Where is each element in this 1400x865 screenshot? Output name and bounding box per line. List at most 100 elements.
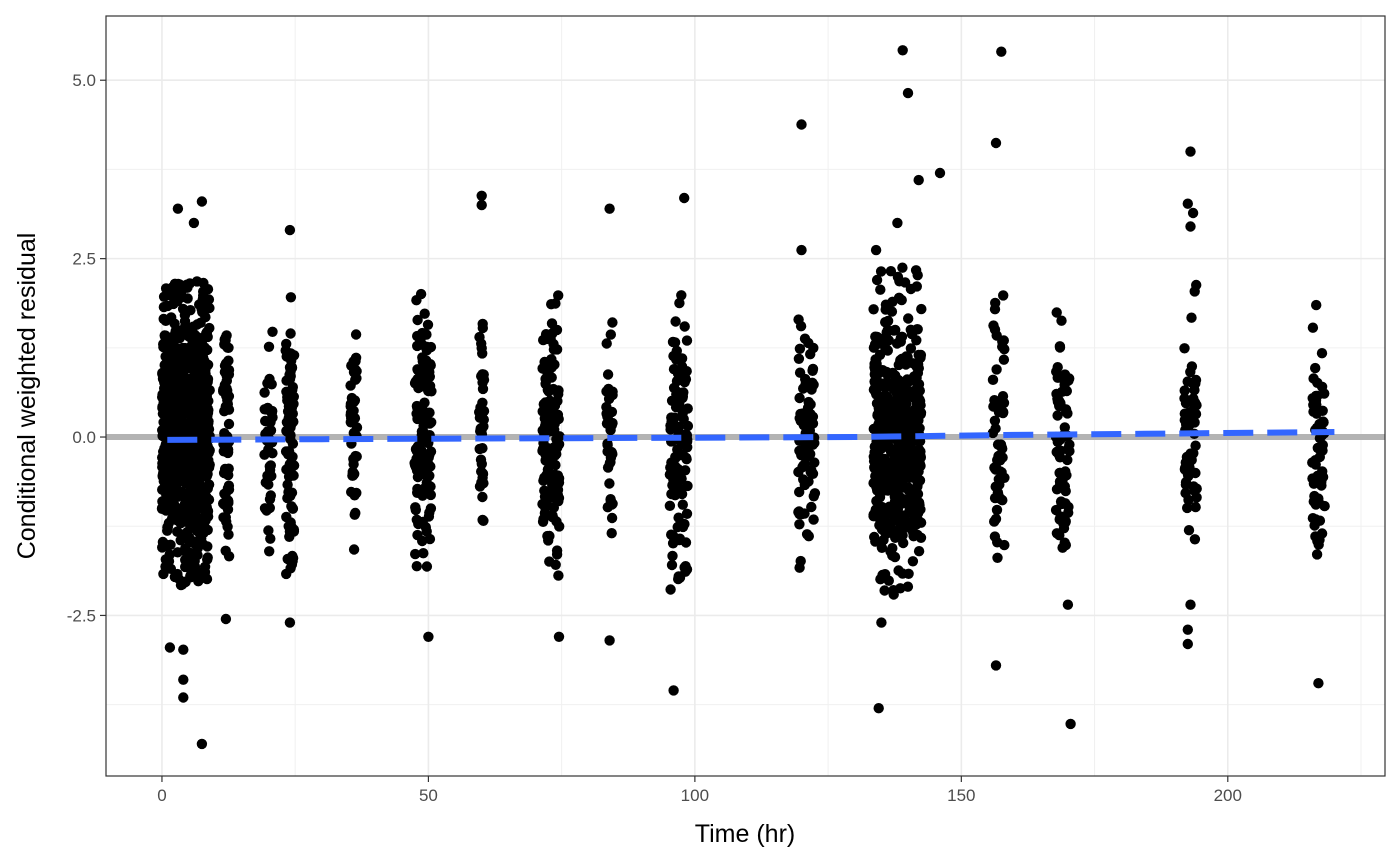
data-point bbox=[194, 415, 205, 426]
data-point bbox=[872, 485, 883, 496]
data-point bbox=[674, 297, 685, 309]
data-point bbox=[934, 167, 946, 179]
data-point bbox=[1179, 385, 1190, 396]
data-point bbox=[172, 328, 183, 339]
data-point bbox=[198, 277, 209, 289]
data-point bbox=[192, 332, 203, 343]
data-point bbox=[202, 468, 213, 480]
data-point bbox=[796, 119, 807, 130]
data-point bbox=[870, 459, 882, 471]
data-point bbox=[876, 542, 888, 553]
data-point bbox=[793, 353, 805, 364]
data-point bbox=[914, 458, 926, 469]
data-point bbox=[262, 428, 273, 439]
data-point bbox=[878, 381, 890, 392]
data-point bbox=[1183, 471, 1194, 482]
data-point bbox=[414, 459, 425, 470]
data-point bbox=[264, 373, 275, 385]
data-point bbox=[476, 458, 487, 470]
data-point bbox=[221, 370, 232, 381]
data-point bbox=[186, 522, 197, 533]
data-point bbox=[885, 266, 897, 277]
data-point bbox=[422, 319, 434, 330]
data-point bbox=[682, 480, 693, 492]
data-point bbox=[538, 475, 549, 486]
data-point bbox=[793, 314, 804, 325]
data-point bbox=[259, 449, 270, 460]
data-point bbox=[265, 533, 276, 544]
data-point bbox=[681, 508, 693, 519]
data-point bbox=[1182, 638, 1194, 650]
data-point bbox=[182, 462, 193, 473]
data-point bbox=[542, 464, 554, 475]
data-point bbox=[798, 408, 809, 419]
data-point bbox=[169, 500, 180, 511]
data-point bbox=[172, 547, 183, 558]
data-point bbox=[989, 531, 1001, 542]
data-point bbox=[679, 562, 690, 573]
data-point bbox=[868, 304, 879, 315]
data-point bbox=[875, 574, 886, 585]
data-point bbox=[1185, 146, 1196, 157]
data-point bbox=[1185, 221, 1196, 232]
data-point bbox=[890, 324, 901, 336]
data-point bbox=[991, 330, 1002, 341]
data-point bbox=[426, 417, 437, 428]
data-point bbox=[676, 353, 688, 364]
data-point bbox=[185, 305, 196, 316]
data-point bbox=[905, 283, 917, 295]
data-point bbox=[1051, 307, 1062, 318]
data-point bbox=[413, 518, 424, 530]
data-point bbox=[679, 321, 690, 332]
data-point bbox=[286, 419, 297, 430]
data-point bbox=[351, 487, 362, 499]
data-point bbox=[183, 487, 195, 498]
data-point bbox=[553, 631, 565, 642]
data-point bbox=[879, 472, 891, 484]
data-point bbox=[196, 196, 208, 207]
data-point bbox=[157, 402, 168, 414]
data-point bbox=[606, 512, 618, 524]
data-point bbox=[606, 420, 617, 431]
data-point bbox=[476, 199, 487, 211]
data-point bbox=[553, 389, 564, 400]
data-point bbox=[914, 475, 926, 486]
data-point bbox=[284, 224, 296, 236]
data-point bbox=[187, 373, 198, 384]
data-point bbox=[549, 359, 560, 370]
data-point bbox=[875, 284, 886, 295]
data-point bbox=[888, 398, 899, 410]
data-point bbox=[174, 279, 185, 290]
data-point bbox=[1307, 322, 1319, 333]
data-point bbox=[915, 517, 927, 528]
data-point bbox=[793, 466, 804, 478]
data-point bbox=[671, 466, 683, 478]
data-point bbox=[200, 378, 211, 390]
data-point bbox=[902, 87, 914, 99]
data-point bbox=[423, 437, 434, 449]
data-point bbox=[197, 538, 209, 550]
data-point bbox=[894, 459, 906, 470]
data-point bbox=[537, 363, 548, 374]
data-point bbox=[677, 404, 689, 415]
data-point bbox=[350, 352, 362, 363]
data-point bbox=[165, 563, 176, 574]
data-point bbox=[889, 495, 901, 507]
data-point bbox=[893, 565, 904, 576]
data-point bbox=[1060, 485, 1071, 497]
data-point bbox=[1179, 343, 1190, 354]
data-point bbox=[476, 343, 487, 354]
data-point bbox=[189, 561, 201, 572]
data-point bbox=[188, 217, 200, 229]
data-point bbox=[894, 276, 905, 287]
data-point bbox=[896, 294, 907, 306]
data-point bbox=[1310, 362, 1321, 374]
data-point bbox=[219, 360, 231, 371]
data-point bbox=[180, 546, 191, 557]
data-point bbox=[681, 454, 692, 465]
data-point bbox=[539, 403, 550, 414]
data-point bbox=[266, 407, 277, 419]
data-point bbox=[997, 341, 1008, 352]
data-point bbox=[221, 516, 232, 527]
